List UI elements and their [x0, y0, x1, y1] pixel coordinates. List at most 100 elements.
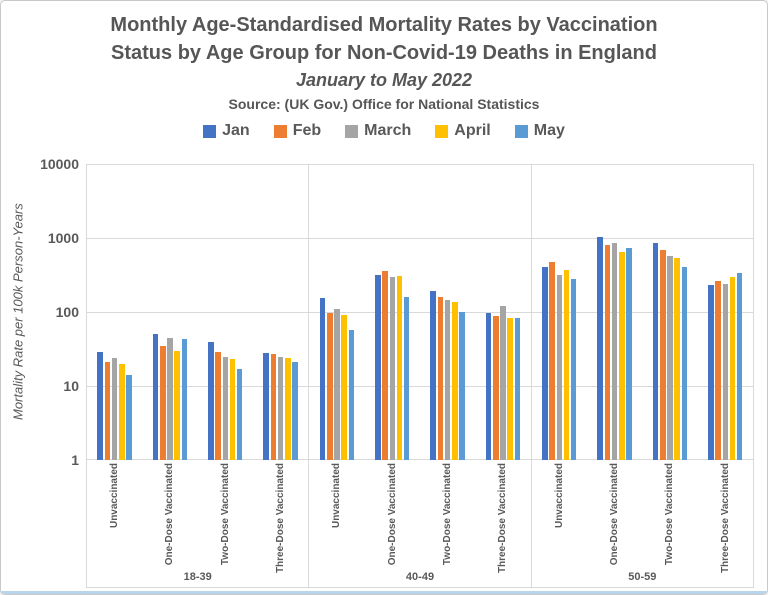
- bar-cluster-18-39-one-dose-vaccinated: [152, 164, 188, 460]
- bar-cluster-18-39-three-dose-vaccinated: [263, 164, 298, 460]
- y-tick-label-10000: 10000: [40, 156, 79, 172]
- category-label-two-dose-vaccinated: Two-Dose Vaccinated: [219, 463, 231, 566]
- chart-title-line-1: Monthly Age-Standardised Mortality Rates…: [110, 14, 658, 36]
- x-axis-label-area: Unvaccinated One-Dose Vaccinated Two-Dose …: [86, 460, 754, 588]
- bar-april-50-59-one-dose-vaccinated: [619, 252, 625, 460]
- bar-feb-18-39-unvaccinated: [104, 362, 111, 460]
- y-tick-label-1000: 1000: [47, 230, 79, 246]
- category-label-one-dose-vaccinated: One-Dose Vaccinated: [386, 463, 398, 566]
- x-axis-group-40-49: Unvaccinated One-Dose Vaccinated Two-Dose …: [309, 460, 532, 587]
- chart-header: Monthly Age-Standardised Mortality Rates…: [1, 11, 767, 140]
- bar-march-40-49-two-dose-vaccinated: [444, 299, 451, 460]
- bottom-accent-strip: [1, 591, 767, 594]
- gridline-100: [87, 312, 753, 313]
- bar-march-18-39-two-dose-vaccinated: [222, 356, 229, 460]
- bar-feb-40-49-three-dose-vaccinated: [492, 316, 499, 460]
- bar-april-50-59-two-dose-vaccinated: [674, 258, 680, 460]
- bar-may-18-39-three-dose-vaccinated: [292, 362, 298, 460]
- y-tick-label-100: 100: [55, 304, 79, 320]
- bar-jan-40-49-unvaccinated: [319, 297, 326, 460]
- bar-april-40-49-unvaccinated: [341, 315, 347, 460]
- bar-april-40-49-one-dose-vaccinated: [396, 275, 403, 460]
- bar-cluster-40-49-three-dose-vaccinated: [485, 164, 521, 460]
- bar-group-50-59: [532, 164, 753, 460]
- bar-april-18-39-three-dose-vaccinated: [285, 357, 291, 460]
- legend-label: April: [454, 122, 491, 139]
- plot-area: [86, 164, 754, 460]
- bar-feb-18-39-two-dose-vaccinated: [215, 351, 221, 460]
- category-labels-50-59: Unvaccinated One-Dose Vaccinated Two-Dose …: [532, 460, 753, 573]
- bar-cluster-50-59-two-dose-vaccinated: [652, 164, 688, 460]
- bar-april-18-39-two-dose-vaccinated: [229, 359, 236, 460]
- bar-may-40-49-three-dose-vaccinated: [514, 318, 521, 460]
- bar-jan-50-59-unvaccinated: [542, 267, 548, 460]
- bar-feb-40-49-one-dose-vaccinated: [382, 270, 388, 460]
- bar-april-50-59-unvaccinated: [563, 270, 570, 460]
- bar-may-40-49-unvaccinated: [348, 329, 355, 460]
- category-label-three-dose-vaccinated: Three-Dose Vaccinated: [719, 463, 731, 574]
- x-axis-group-50-59: Unvaccinated One-Dose Vaccinated Two-Dose …: [532, 460, 753, 587]
- bar-feb-50-59-one-dose-vaccinated: [604, 244, 611, 460]
- legend-swatch-icon: [273, 124, 287, 138]
- legend-swatch-icon: [514, 124, 528, 138]
- bar-may-50-59-one-dose-vaccinated: [626, 247, 632, 460]
- legend-label: May: [533, 122, 565, 139]
- category-labels-40-49: Unvaccinated One-Dose Vaccinated Two-Dose …: [309, 460, 530, 573]
- bar-march-18-39-unvaccinated: [111, 357, 118, 460]
- bar-cluster-18-39-two-dose-vaccinated: [208, 164, 243, 460]
- chart-title-line-2: Status by Age Group for Non-Covid-19 Dea…: [111, 42, 657, 64]
- bar-cluster-50-59-three-dose-vaccinated: [708, 164, 743, 460]
- bar-jan-40-49-one-dose-vaccinated: [375, 274, 381, 460]
- category-label-two-dose-vaccinated: Two-Dose Vaccinated: [664, 463, 676, 566]
- bar-jan-40-49-two-dose-vaccinated: [430, 291, 437, 460]
- category-label-three-dose-vaccinated: Three-Dose Vaccinated: [275, 463, 287, 574]
- age-group-label-40-49: 40-49: [405, 571, 435, 583]
- gridline-10: [87, 386, 753, 387]
- age-group-label-18-39: 18-39: [183, 571, 212, 583]
- legend-label: March: [364, 122, 412, 139]
- legend-item-jan: Jan: [203, 122, 250, 140]
- bar-feb-50-59-unvaccinated: [549, 262, 555, 460]
- bar-may-50-59-three-dose-vaccinated: [736, 273, 743, 460]
- bar-feb-50-59-two-dose-vaccinated: [659, 249, 666, 460]
- y-axis-ticks: 10000 1000 100 10 1: [1, 156, 79, 468]
- bar-april-18-39-one-dose-vaccinated: [174, 350, 180, 460]
- bar-march-40-49-one-dose-vaccinated: [389, 276, 396, 460]
- legend-label: Jan: [222, 122, 250, 139]
- bar-feb-50-59-three-dose-vaccinated: [715, 281, 721, 460]
- bar-cluster-40-49-unvaccinated: [319, 164, 355, 460]
- bar-cluster-50-59-one-dose-vaccinated: [597, 164, 632, 460]
- bar-feb-40-49-two-dose-vaccinated: [437, 296, 444, 460]
- chart-source: Source: (UK Gov.) Office for National St…: [228, 96, 540, 112]
- category-label-two-dose-vaccinated: Two-Dose Vaccinated: [442, 463, 454, 566]
- bar-jan-18-39-unvaccinated: [97, 351, 104, 460]
- bar-march-50-59-one-dose-vaccinated: [611, 242, 618, 460]
- bar-group-18-39: [87, 164, 310, 460]
- bar-may-50-59-two-dose-vaccinated: [681, 266, 688, 460]
- legend-swatch-icon: [203, 124, 217, 138]
- bar-march-40-49-three-dose-vaccinated: [500, 306, 506, 460]
- bar-march-18-39-three-dose-vaccinated: [277, 356, 284, 460]
- bar-feb-40-49-unvaccinated: [327, 312, 333, 460]
- category-label-unvaccinated: Unvaccinated: [331, 463, 343, 529]
- bar-cluster-50-59-unvaccinated: [542, 164, 577, 460]
- chart-subtitle: January to May 2022: [295, 70, 473, 90]
- gridline-1: [87, 459, 753, 460]
- category-label-one-dose-vaccinated: One-Dose Vaccinated: [609, 463, 621, 566]
- gridline-1000: [87, 238, 753, 239]
- bar-march-50-59-unvaccinated: [556, 275, 563, 460]
- y-tick-label-10: 10: [63, 378, 79, 394]
- bar-feb-18-39-three-dose-vaccinated: [270, 354, 277, 460]
- bar-april-50-59-three-dose-vaccinated: [729, 277, 736, 460]
- legend-item-april: April: [435, 122, 491, 140]
- bar-group-40-49: [309, 164, 532, 460]
- bar-jan-18-39-one-dose-vaccinated: [152, 334, 159, 460]
- x-axis-group-18-39: Unvaccinated One-Dose Vaccinated Two-Dose …: [87, 460, 310, 587]
- legend-label: Feb: [292, 122, 322, 139]
- bar-feb-18-39-one-dose-vaccinated: [160, 345, 166, 460]
- gridline-10000: [87, 164, 753, 165]
- category-labels-18-39: Unvaccinated One-Dose Vaccinated Two-Dose …: [87, 460, 308, 573]
- bar-april-40-49-three-dose-vaccinated: [507, 317, 513, 460]
- legend-item-feb: Feb: [273, 122, 322, 140]
- bar-march-50-59-three-dose-vaccinated: [722, 283, 729, 460]
